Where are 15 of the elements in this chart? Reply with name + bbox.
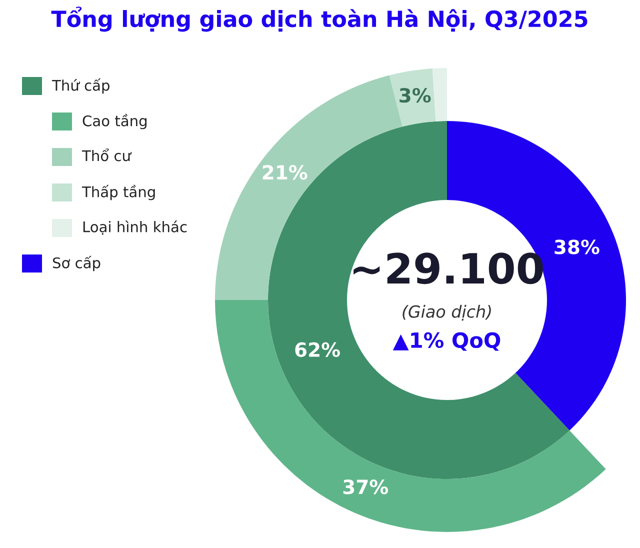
data-label: 37% [343,480,388,494]
text: ▲1% QoQ [392,332,500,351]
data-label: 62% [295,342,340,357]
data-label: 3% [400,88,431,103]
text: (Giao dịch) [402,304,491,321]
chart-title: Tổng lượng giao dịch toàn Hà Nội, Q3/2025 [51,6,588,32]
legend-label: Thứ cấp [52,78,110,94]
legend-label: Thổ cư [82,148,132,162]
legend-label: Cao tầng [82,114,147,130]
legend-label: Sơ cấp [52,256,100,272]
legend-label: Loại hình khác [83,220,187,235]
data-label: 38% [554,240,600,254]
legend-label: Thấp tầng [82,184,155,200]
data-label: 21% [262,164,308,180]
text: ~29.100 [354,252,543,284]
